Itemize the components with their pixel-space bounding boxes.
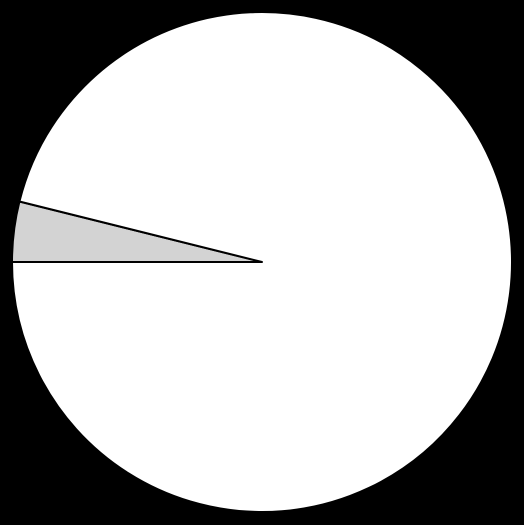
pie-slice <box>12 12 512 512</box>
pie-chart <box>0 0 524 525</box>
pie-chart-container <box>0 0 524 525</box>
